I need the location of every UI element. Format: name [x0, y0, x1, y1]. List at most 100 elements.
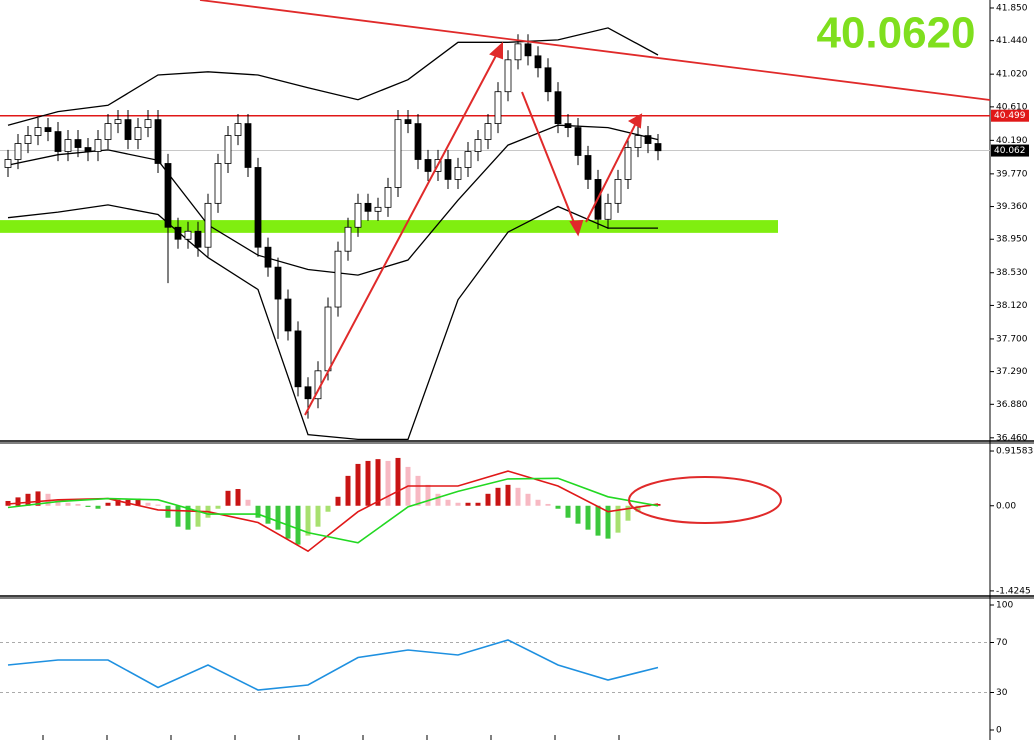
candle-body — [74, 139, 82, 148]
arrow — [585, 118, 639, 223]
histogram-bar — [585, 505, 591, 530]
candle-body — [254, 167, 262, 248]
histogram-bar — [35, 491, 41, 506]
histogram-bar — [135, 498, 141, 506]
candle-body — [44, 127, 52, 132]
trend-line — [199, 0, 991, 101]
candle-body — [584, 155, 592, 180]
candle-body — [124, 119, 132, 140]
candle-body — [634, 135, 642, 148]
histogram-bar — [375, 459, 381, 506]
histogram-bar — [495, 487, 501, 506]
band-line — [7, 27, 659, 126]
histogram-bar — [505, 484, 511, 506]
candle-body — [474, 139, 482, 152]
candle-body — [94, 139, 102, 152]
histogram-bar — [465, 502, 471, 506]
histogram-bar — [355, 463, 361, 506]
y-tick-label: 36.460 — [996, 433, 1028, 443]
histogram-bar — [75, 503, 81, 506]
candle-body — [174, 226, 182, 240]
candle-body — [364, 202, 372, 212]
candle-body — [134, 127, 142, 140]
histogram-bar — [625, 505, 631, 521]
candle-body — [144, 119, 152, 128]
histogram-bar — [235, 489, 241, 506]
histogram-bar — [615, 505, 621, 533]
histogram-bar — [395, 457, 401, 506]
candle-body — [54, 131, 62, 152]
candle-body — [214, 163, 222, 204]
arrow — [304, 47, 501, 416]
y-tick-label: 41.850 — [996, 3, 1028, 13]
candle-body — [104, 123, 112, 140]
candle-body — [34, 127, 42, 136]
candle-body — [224, 135, 232, 164]
candle-body — [4, 159, 12, 168]
candle-body — [464, 151, 472, 168]
y-tick-label: 41.440 — [996, 36, 1028, 46]
histogram-bar — [275, 505, 281, 530]
candle-body — [354, 202, 362, 228]
candle-body — [84, 147, 92, 152]
candle-body — [454, 167, 462, 180]
histogram-bar — [525, 493, 531, 506]
candle-body — [444, 159, 452, 180]
histogram-bar — [345, 475, 351, 506]
histogram-bar — [215, 505, 221, 509]
highlight-ellipse — [628, 476, 782, 524]
y-tick-label: 0.91583 — [996, 447, 1033, 457]
histogram-bar — [195, 505, 201, 527]
candle-body — [244, 123, 252, 168]
y-tick-label: -1.4245 — [996, 586, 1031, 596]
last-price-box — [991, 144, 1029, 157]
drawing-layer — [0, 114, 990, 693]
candle-body — [344, 226, 352, 252]
histogram-bar — [145, 502, 151, 506]
histogram-bar — [535, 499, 541, 506]
candle-body — [154, 119, 162, 164]
candle-body — [504, 59, 512, 93]
candle-body — [374, 206, 382, 212]
histogram-bar — [185, 505, 191, 530]
histogram-bar — [95, 505, 101, 509]
candle-body — [264, 246, 272, 268]
y-tick-label: 0 — [996, 726, 1002, 736]
histogram-bar — [515, 487, 521, 506]
histogram-bar — [25, 493, 31, 506]
histogram-bar — [415, 475, 421, 506]
histogram-bar — [605, 505, 611, 539]
candle-body — [514, 43, 522, 61]
histogram-bar — [15, 497, 21, 506]
histogram-bar — [285, 505, 291, 539]
histogram-bar — [335, 496, 341, 506]
y-tick-label: 36.880 — [996, 400, 1028, 410]
histogram-bar — [575, 505, 581, 524]
candle-body — [184, 230, 192, 240]
annotations — [199, 0, 991, 524]
histogram-bar — [105, 502, 111, 506]
candle-body — [24, 135, 32, 144]
histogram-bar — [305, 505, 311, 536]
y-tick-label: 38.950 — [996, 235, 1028, 245]
candle-body — [604, 202, 612, 220]
candle-body — [404, 119, 412, 125]
band-line — [7, 204, 658, 441]
histogram-bar — [365, 460, 371, 506]
y-tick-label: 39.770 — [996, 169, 1028, 179]
y-tick-label: 40.610 — [996, 102, 1028, 112]
level-label-box — [991, 109, 1029, 122]
x-axis-ticks — [42, 735, 620, 740]
histogram-bar — [445, 499, 451, 506]
band-line — [7, 124, 659, 276]
last-price-display: 40.0620 — [816, 9, 975, 58]
candle-body — [234, 123, 242, 136]
series-layer — [4, 27, 662, 691]
arrow-head — [569, 219, 584, 237]
candle-body — [204, 202, 212, 248]
histogram-bar — [65, 502, 71, 506]
y-tick-label: 38.530 — [996, 268, 1028, 278]
